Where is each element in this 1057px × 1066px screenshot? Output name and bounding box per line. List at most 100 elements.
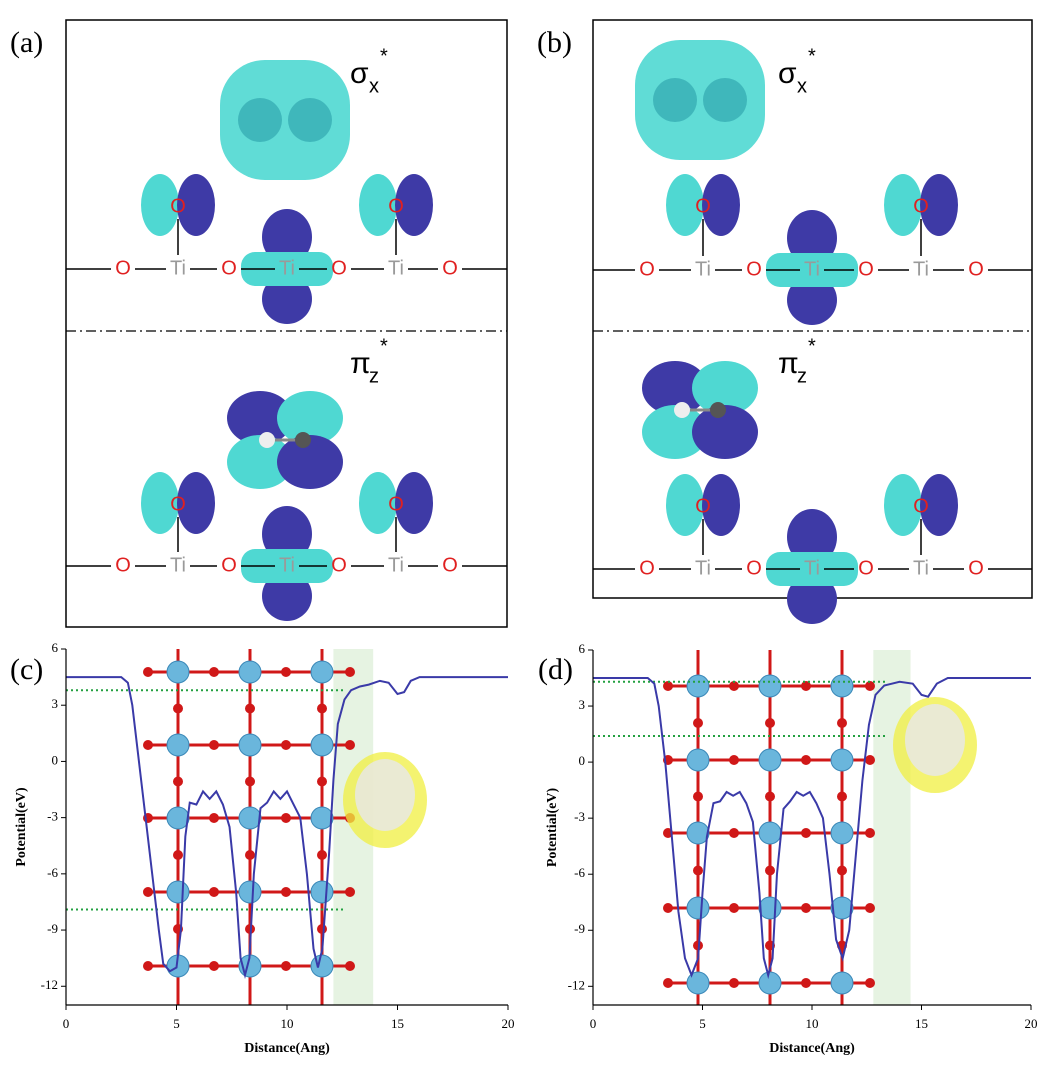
y-tick-label: -3 <box>574 809 585 824</box>
ti-atom <box>166 880 190 904</box>
ti-atom <box>758 971 782 995</box>
orbital-superscript: * <box>808 335 816 357</box>
orbital-lobe <box>359 472 397 534</box>
o-atom <box>865 978 875 988</box>
o-atom <box>801 681 811 691</box>
orbital-lobe <box>262 209 312 265</box>
orbital-lobe <box>395 472 433 534</box>
o-label: O <box>639 258 655 280</box>
isosurface <box>635 40 765 160</box>
o-label: O <box>695 195 711 217</box>
o-atom <box>281 813 291 823</box>
panel-label: (d) <box>538 653 573 686</box>
o-atom <box>317 776 327 787</box>
o-label: O <box>968 557 984 579</box>
orbital-superscript: * <box>380 45 388 67</box>
atom <box>295 432 311 448</box>
o-atom <box>209 813 219 823</box>
o-atom <box>801 828 811 838</box>
orbital-lobe <box>666 474 704 536</box>
o-label: O <box>388 493 404 515</box>
o-atom <box>729 828 739 838</box>
o-label: O <box>442 257 458 279</box>
y-axis-title: Potential(eV) <box>545 788 560 868</box>
o-atom <box>143 887 153 897</box>
o-label: O <box>221 257 237 279</box>
o-atom <box>173 776 183 787</box>
x-tick-label: 0 <box>590 1016 597 1031</box>
o-atom <box>865 681 875 691</box>
o-atom <box>663 978 673 988</box>
o-atom <box>693 718 703 728</box>
x-tick-label: 5 <box>699 1016 706 1031</box>
orbital-lobe <box>395 174 433 236</box>
orbital-lobe <box>787 509 837 565</box>
o-atom <box>345 740 355 750</box>
x-tick-label: 15 <box>391 1016 404 1031</box>
o-label: O <box>115 554 131 576</box>
o-atom <box>693 791 703 802</box>
x-axis-title: Distance(Ang) <box>244 1041 330 1056</box>
ti-atom <box>686 674 710 698</box>
y-tick-label: -12 <box>568 977 585 992</box>
y-tick-label: -9 <box>47 921 58 936</box>
orbital-lobe <box>642 405 708 459</box>
orbital-lobe <box>277 435 343 489</box>
orbital-lobe <box>262 571 312 621</box>
orbital-lobe <box>692 361 758 415</box>
o-atom <box>663 681 673 691</box>
y-tick-label: -12 <box>41 977 58 992</box>
ti-label: Ti <box>695 258 711 280</box>
ti-label: Ti <box>279 257 295 279</box>
o-atom <box>345 667 355 677</box>
y-tick-label: 3 <box>579 697 586 712</box>
ti-atom <box>310 954 334 978</box>
panel-label: (c) <box>10 653 43 686</box>
ti-atom <box>686 896 710 920</box>
ti-atom <box>310 733 334 757</box>
o-label: O <box>913 195 929 217</box>
ti-label: Ti <box>170 257 186 279</box>
o-atom <box>693 865 703 876</box>
shaded-region <box>873 650 911 1005</box>
y-tick-label: 6 <box>579 641 586 656</box>
ti-atom <box>830 674 854 698</box>
y-tick-label: -6 <box>47 865 58 880</box>
x-tick-label: 15 <box>915 1016 928 1031</box>
isosurface <box>355 759 415 831</box>
orbital-lobe <box>177 174 215 236</box>
o-atom <box>281 887 291 897</box>
x-tick-label: 20 <box>1025 1016 1038 1031</box>
o-label: O <box>442 554 458 576</box>
orbital-superscript: * <box>808 45 816 67</box>
y-tick-label: -3 <box>47 809 58 824</box>
orbital-symbol: σ <box>778 57 797 90</box>
o-atom <box>865 828 875 838</box>
ti-atom <box>310 660 334 684</box>
ti-label: Ti <box>913 557 929 579</box>
o-label: O <box>331 257 347 279</box>
atom <box>259 432 275 448</box>
orbital-lobe <box>787 574 837 624</box>
ti-atom <box>758 674 782 698</box>
o-atom <box>209 887 219 897</box>
o-label: O <box>746 557 762 579</box>
o-atom <box>143 740 153 750</box>
o-atom <box>281 667 291 677</box>
x-axis-title: Distance(Ang) <box>769 1041 855 1056</box>
orbital-lobe <box>262 274 312 324</box>
atom <box>288 98 332 142</box>
ti-atom <box>166 733 190 757</box>
ti-atom <box>166 660 190 684</box>
orbital-lobe <box>702 174 740 236</box>
orbital-superscript: * <box>380 335 388 357</box>
orbital-lobe <box>227 435 293 489</box>
orbital-lobe <box>666 174 704 236</box>
ti-label: Ti <box>804 258 820 280</box>
orbital-lobe <box>177 472 215 534</box>
o-atom <box>837 865 847 876</box>
ti-label: Ti <box>170 554 186 576</box>
ti-atom <box>686 821 710 845</box>
ti-atom <box>686 971 710 995</box>
